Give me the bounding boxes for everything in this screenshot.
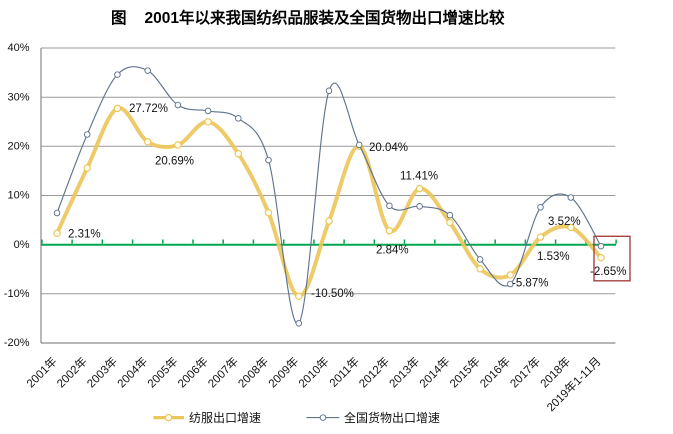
svg-text:2002年: 2002年	[54, 354, 90, 390]
svg-text:27.72%: 27.72%	[129, 103, 168, 115]
svg-text:2004年: 2004年	[114, 354, 150, 390]
svg-text:-5.87%: -5.87%	[512, 278, 548, 290]
svg-text:2007年: 2007年	[205, 354, 241, 390]
svg-text:2015年: 2015年	[447, 354, 483, 390]
svg-text:2001年: 2001年	[23, 354, 59, 390]
svg-text:11.41%: 11.41%	[400, 171, 438, 183]
svg-text:40%: 40%	[7, 42, 29, 54]
svg-text:2008年: 2008年	[235, 354, 271, 390]
svg-text:10%: 10%	[7, 190, 29, 202]
svg-text:2003年: 2003年	[84, 354, 120, 390]
svg-text:-20%: -20%	[4, 337, 30, 349]
svg-text:2017年: 2017年	[507, 354, 543, 390]
svg-text:0%: 0%	[14, 239, 30, 251]
svg-text:2009年: 2009年	[265, 354, 301, 390]
svg-text:2006年: 2006年	[175, 354, 211, 390]
svg-text:30%: 30%	[7, 91, 29, 103]
svg-text:纺服出口增速: 纺服出口增速	[189, 411, 261, 425]
svg-text:20.69%: 20.69%	[155, 156, 194, 168]
svg-text:2010年: 2010年	[295, 354, 331, 390]
svg-text:20%: 20%	[7, 141, 29, 153]
svg-text:3.52%: 3.52%	[548, 216, 581, 228]
svg-text:2005年: 2005年	[144, 354, 180, 390]
svg-text:-10.50%: -10.50%	[311, 288, 354, 300]
svg-text:2014年: 2014年	[416, 354, 452, 390]
svg-text:2.31%: 2.31%	[68, 229, 101, 241]
svg-text:全国货物出口增速: 全国货物出口增速	[344, 410, 440, 425]
svg-text:2012年: 2012年	[356, 354, 392, 390]
svg-text:2013年: 2013年	[386, 354, 422, 390]
svg-text:2.84%: 2.84%	[376, 245, 409, 257]
svg-text:-2.65%: -2.65%	[590, 266, 626, 278]
svg-text:20.04%: 20.04%	[369, 142, 408, 154]
svg-text:2011年: 2011年	[326, 354, 362, 390]
svg-text:1.53%: 1.53%	[537, 251, 570, 263]
svg-text:-10%: -10%	[4, 288, 30, 300]
svg-text:2016年: 2016年	[477, 354, 513, 390]
